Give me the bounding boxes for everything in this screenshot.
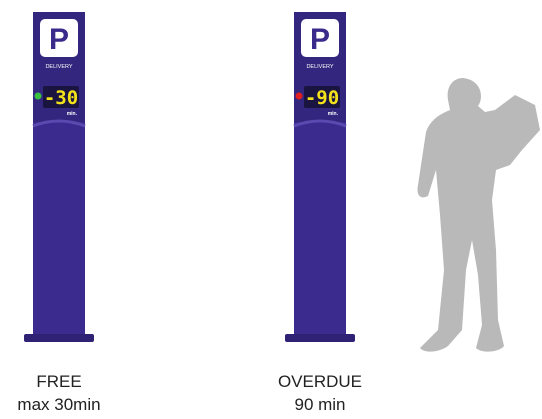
status-label: FREE xyxy=(36,372,81,391)
status-led xyxy=(296,93,303,100)
sign-label: DELIVERY xyxy=(45,64,72,70)
person-silhouette xyxy=(417,78,540,352)
sign-label: DELIVERY xyxy=(306,64,333,70)
scene: P DELIVERY -30 min. P DELIVERY -90 min. … xyxy=(0,0,542,419)
display-unit: min. xyxy=(67,111,78,117)
display-unit: min. xyxy=(328,111,339,117)
display-value: -90 xyxy=(305,87,339,109)
status-caption: max 30min xyxy=(17,395,100,414)
parking-post: P DELIVERY -30 min. xyxy=(24,12,94,342)
sign-letter: P xyxy=(310,23,330,56)
post-base xyxy=(24,334,94,342)
post-base xyxy=(285,334,355,342)
status-caption: 90 min xyxy=(294,395,345,414)
status-label: OVERDUE xyxy=(278,372,362,391)
status-led xyxy=(35,93,42,100)
sign-letter: P xyxy=(49,23,69,56)
parking-post: P DELIVERY -90 min. xyxy=(285,12,355,342)
display-value: -30 xyxy=(44,87,78,109)
